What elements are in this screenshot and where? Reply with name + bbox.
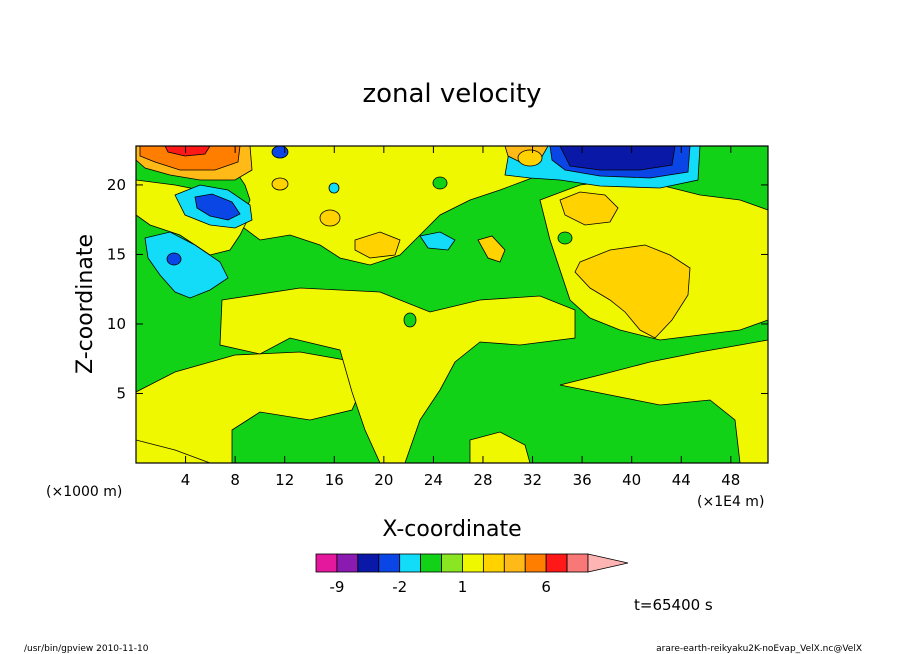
- x-tick-label: 48: [721, 471, 740, 489]
- colorbar-bin: [420, 553, 442, 573]
- y-tick-label: 15: [107, 245, 126, 263]
- lightorange-blob-3: [517, 149, 543, 167]
- footer-right: arare-earth-reikyaku2K-noEvap_VelX.nc@Ve…: [656, 644, 862, 654]
- y-axis-unit: (×1000 m): [46, 484, 122, 500]
- colorbar: -9 -2 1 6: [315, 553, 629, 596]
- x-tick-label: 28: [473, 471, 492, 489]
- colorbar-overflow-arrow: [587, 553, 629, 573]
- colorbar-label: -2: [392, 578, 407, 596]
- colorbar-label: -9: [329, 578, 344, 596]
- colorbar-bin: [315, 553, 338, 573]
- x-tick-label: 40: [622, 471, 641, 489]
- blue-region-upperleft: [194, 193, 241, 221]
- lightorange-region-midright: [477, 235, 506, 263]
- x-tick-label: 44: [672, 471, 691, 489]
- green-blob-1: [432, 176, 448, 190]
- colorbar-label: 1: [458, 578, 468, 596]
- x-axis-label: X-coordinate: [382, 517, 521, 542]
- time-label: t=65400 s: [634, 596, 713, 614]
- y-tick-label: 10: [107, 315, 126, 333]
- green-blob-2: [403, 312, 417, 328]
- darkblue-core-topright: [559, 146, 676, 171]
- lightorange-region-right: [574, 244, 691, 339]
- colorbar-label: 6: [541, 578, 551, 596]
- green-blob-3: [557, 231, 573, 245]
- footer-left: /usr/bin/gpview 2010-11-10: [24, 644, 149, 654]
- x-tick-label: 36: [573, 471, 592, 489]
- cyan-blob-2: [271, 146, 289, 159]
- colorbar-bin: [503, 553, 526, 573]
- y-axis-ticks: 5 10 15 20: [107, 176, 768, 402]
- x-tick-label: 24: [424, 471, 443, 489]
- x-tick-label: 8: [230, 471, 240, 489]
- colorbar-bin: [462, 553, 484, 573]
- yellow-region-center: [219, 287, 576, 463]
- orange-blob-1: [271, 177, 289, 191]
- colorbar-bin: [441, 553, 463, 573]
- y-axis-label: Z-coordinate: [73, 234, 98, 374]
- colorbar-bin: [545, 553, 568, 573]
- yellow-region-bottom: [136, 439, 211, 463]
- y-tick-label: 5: [116, 384, 126, 402]
- x-tick-label: 12: [275, 471, 294, 489]
- orange-blob-2: [319, 209, 341, 227]
- yellow-region-bottommid: [469, 431, 531, 463]
- colorbar-bin: [524, 553, 547, 573]
- colorbar-bin: [357, 553, 380, 573]
- y-tick-label: 20: [107, 176, 126, 194]
- colorbar-bin: [566, 553, 589, 573]
- colorbar-bin: [482, 553, 505, 573]
- contour-field: [136, 146, 768, 463]
- lightorange-region-mid: [354, 231, 401, 259]
- colorbar-bin: [399, 553, 422, 573]
- cyan-blob-1: [328, 182, 340, 194]
- yellow-region-lowerleft: [136, 351, 361, 463]
- chart-title: zonal velocity: [362, 79, 541, 109]
- red-core-topleft: [164, 146, 211, 157]
- x-axis-ticks: 4 8 12 16 20 24 28 32 36 40 44 48: [181, 146, 740, 489]
- colorbar-bin: [336, 553, 359, 573]
- yellow-region-right: [559, 339, 768, 463]
- x-tick-label: 4: [181, 471, 191, 489]
- blue-core-left: [166, 252, 182, 266]
- yellow-region-top: [229, 146, 561, 266]
- x-axis-unit: (×1E4 m): [697, 494, 764, 510]
- colorbar-bin: [378, 553, 401, 573]
- x-tick-label: 32: [523, 471, 542, 489]
- plot-border: [135, 145, 769, 464]
- lightorange-region-upperright: [559, 191, 619, 226]
- cyan-region-mid: [419, 231, 456, 251]
- x-tick-label: 16: [325, 471, 344, 489]
- cyan-region-left: [144, 231, 229, 299]
- orange-core-topleft: [139, 146, 241, 171]
- x-tick-label: 20: [374, 471, 393, 489]
